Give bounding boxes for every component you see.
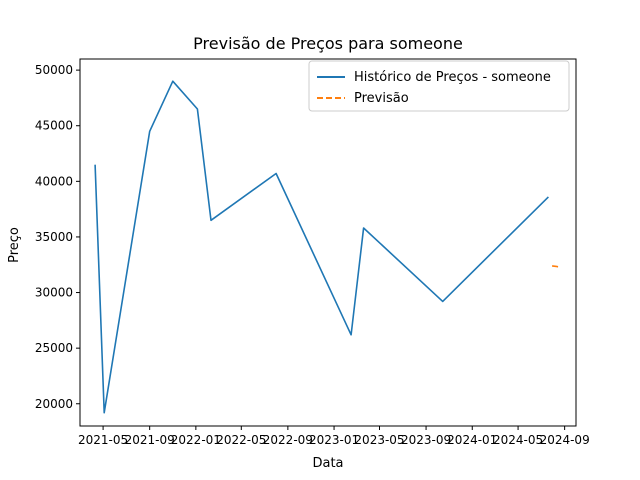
- legend: Histórico de Preços - someone Previsão: [308, 60, 570, 112]
- x-tick-label: 2022-05: [216, 433, 266, 447]
- y-axis-label: Preço: [7, 227, 22, 263]
- plot-area: 20000 25000 30000 35000 40000 45000 50000 2021-…: [35, 58, 590, 447]
- x-axis-label: Data: [312, 456, 343, 471]
- plot-frame: [79, 58, 577, 427]
- legend-box: [308, 60, 570, 112]
- y-tick-label: 40000: [35, 174, 73, 188]
- x-tick-label: 2023-01: [309, 433, 359, 447]
- y-tick-label: 30000: [35, 286, 73, 300]
- series-line-forecast: [552, 265, 562, 269]
- series-line-history: [94, 80, 549, 414]
- x-tick-label: 2024-05: [493, 433, 543, 447]
- y-tick-label: 45000: [35, 119, 73, 133]
- x-tick-label: 2024-09: [540, 433, 590, 447]
- x-tick-label: 2021-09: [125, 433, 175, 447]
- y-tick-label: 25000: [35, 341, 73, 355]
- x-tick-label: 2024-01: [447, 433, 497, 447]
- x-tick-label: 2022-01: [171, 433, 221, 447]
- y-tick-label: 20000: [35, 397, 73, 411]
- x-tick-label: 2023-05: [354, 433, 404, 447]
- chart-title: Previsão de Preços para someone: [193, 34, 463, 53]
- x-tick-label: 2022-09: [263, 433, 313, 447]
- x-tick-label: 2023-09: [401, 433, 451, 447]
- y-tick-label: 35000: [35, 230, 73, 244]
- y-tick-label: 50000: [35, 63, 73, 77]
- legend-label-history: Histórico de Preços - someone: [354, 70, 551, 85]
- x-tick-label: 2021-05: [78, 433, 128, 447]
- legend-label-forecast: Previsão: [354, 91, 409, 106]
